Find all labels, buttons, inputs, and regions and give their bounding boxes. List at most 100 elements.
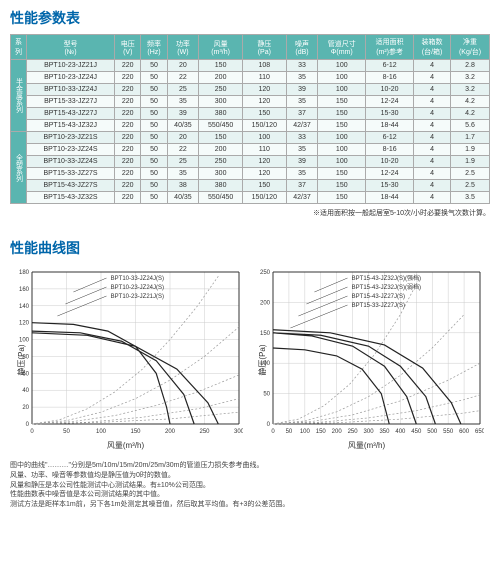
table-cell: 220 [115,96,141,108]
table-cell: 35 [286,144,318,156]
table-cell: 4.2 [451,96,490,108]
table-cell: 300 [199,96,243,108]
xlabel-left: 风量(m³/h) [8,440,243,451]
svg-text:100: 100 [19,338,30,344]
svg-text:50: 50 [263,392,270,398]
table-cell: 220 [115,108,141,120]
table-cell: 220 [115,180,141,192]
col-header: 净重(Kg/台) [451,35,490,60]
table-cell: 2.5 [451,180,490,192]
table-cell: 40/35 [167,192,199,204]
table-cell: 12-24 [366,96,414,108]
table-cell: 100 [318,72,366,84]
table-cell: 4.2 [451,108,490,120]
table-cell: BPT15-43-JZ32J [27,120,115,132]
table-cell: 120 [242,156,286,168]
col-header: 装箱数(台/箱) [414,35,451,60]
col-header: 功率(W) [167,35,199,60]
table-cell: 4 [414,96,451,108]
svg-text:160: 160 [19,287,30,293]
svg-text:400: 400 [395,429,406,435]
table-cell: 50 [141,132,167,144]
col-header: 风量(m³/h) [199,35,243,60]
table-cell: 22 [167,72,199,84]
table-cell: 38 [167,180,199,192]
table-cell: 220 [115,72,141,84]
table-cell: 42/37 [286,120,318,132]
table-cell: 4 [414,192,451,204]
table-cell: 150 [318,108,366,120]
table-cell: 1.7 [451,132,490,144]
table-cell: 4 [414,72,451,84]
table-cell: 100 [318,132,366,144]
col-header: 电压(V) [115,35,141,60]
footnote-line: 图中的曲线"………"分别是5m/10m/15m/20m/25m/30m的管道压力… [10,461,490,471]
table-cell: 3.2 [451,72,490,84]
svg-text:50: 50 [63,429,70,435]
table-cell: 100 [318,84,366,96]
table-cell: 35 [286,96,318,108]
svg-text:0: 0 [267,422,271,428]
table-cell: 35 [167,96,199,108]
table-cell: 250 [199,156,243,168]
svg-text:BPT15-43-JZ32J(S)(弱档): BPT15-43-JZ32J(S)(弱档) [352,283,421,291]
svg-text:250: 250 [348,429,359,435]
table-cell: 33 [286,132,318,144]
table-cell: 4 [414,168,451,180]
table-cell: 50 [141,120,167,132]
table-cell: 120 [242,168,286,180]
table-cell: 380 [199,108,243,120]
svg-text:600: 600 [459,429,470,435]
footnote-line: 性能曲数表中噪音值是本公司测试结果的其中值。 [10,490,490,500]
svg-text:150: 150 [260,331,271,337]
table-cell: BPT10-33-JZ24J [27,84,115,96]
table-cell: 50 [141,60,167,72]
chart-left: 静压(Pa) 050100150200250300020406080100120… [8,268,243,451]
footnote-line: 风量、功率、噪音等参数值均是静压值为0时的数值。 [10,471,490,481]
svg-text:140: 140 [19,304,30,310]
table-cell: 4 [414,132,451,144]
svg-text:BPT15-43-JZ27J(S): BPT15-43-JZ27J(S) [352,294,405,300]
table-cell: 550/450 [199,192,243,204]
table-cell: 50 [141,72,167,84]
table-cell: BPT15-43-JZ27J [27,108,115,120]
table-cell: 220 [115,120,141,132]
table-cell: 2.5 [451,168,490,180]
col-header: 系列 [11,35,27,60]
svg-text:120: 120 [19,321,30,327]
table-cell: 220 [115,168,141,180]
svg-text:250: 250 [260,270,271,276]
table-cell: 100 [318,60,366,72]
table-cell: 550/450 [199,120,243,132]
table-cell: 25 [167,156,199,168]
table-cell: 39 [286,84,318,96]
table-cell: 15-30 [366,180,414,192]
table-cell: 25 [167,84,199,96]
xlabel-right: 风量(m³/h) [249,440,484,451]
table-cell: BPT15-33-JZ27J [27,96,115,108]
svg-text:350: 350 [379,429,390,435]
group-label: 全塑系列 [11,132,27,204]
table-cell: 108 [242,60,286,72]
table-cell: 150 [242,108,286,120]
svg-text:150: 150 [316,429,327,435]
table-cell: 22 [167,144,199,156]
col-header: 适用面积(m²)参考 [366,35,414,60]
chart-right: 静压(Pa) 050100150200250300350400450500550… [249,268,484,451]
table-cell: 150 [318,180,366,192]
table-note: ※适用面积按一般起居室5-10次/小时必要换气次数计算。 [0,204,500,230]
table-cell: 8-16 [366,144,414,156]
charts-container: 静压(Pa) 050100150200250300020406080100120… [0,264,500,455]
table-cell: 220 [115,156,141,168]
svg-text:BPT10-33-JZ24J(S): BPT10-33-JZ24J(S) [111,276,164,282]
table-cell: 110 [242,72,286,84]
svg-text:450: 450 [411,429,422,435]
table-cell: 220 [115,192,141,204]
table-cell: 39 [286,156,318,168]
svg-text:0: 0 [30,429,34,435]
table-cell: 380 [199,180,243,192]
table-cell: 100 [242,132,286,144]
table-cell: 15-30 [366,108,414,120]
col-header: 型号(№) [27,35,115,60]
svg-text:BPT10-23-JZ24J(S): BPT10-23-JZ24J(S) [111,285,164,291]
